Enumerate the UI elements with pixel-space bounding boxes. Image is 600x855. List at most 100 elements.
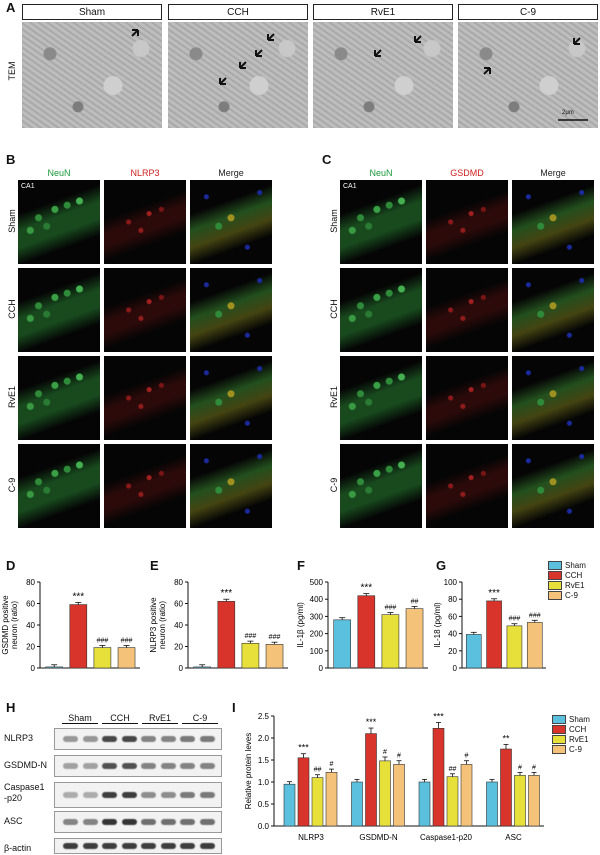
western-blot-strip bbox=[54, 755, 222, 777]
western-row-label: β-actin bbox=[4, 843, 32, 853]
panel-label-i: I bbox=[232, 700, 236, 715]
significance-label: # bbox=[532, 764, 536, 771]
significance-label: *** bbox=[488, 588, 500, 599]
y-tick-label: 0.0 bbox=[258, 822, 270, 831]
fluo-c-image-c9-red bbox=[426, 444, 508, 528]
bar-CCH bbox=[357, 595, 376, 669]
western-band bbox=[102, 792, 117, 798]
western-band bbox=[180, 819, 195, 825]
y-axis-label: Relative protein leves bbox=[244, 733, 253, 809]
significance-label: ### bbox=[121, 637, 133, 644]
western-row-label: Caspase1 -p20 bbox=[4, 782, 45, 803]
western-blot-strip bbox=[54, 782, 222, 808]
fluo-b-image-sham-red bbox=[104, 180, 186, 264]
chart-i: 0.0 0.5 1.0 1.5 2.0 2.5 Relative protein leves… bbox=[244, 711, 544, 842]
tem-row-label: TEM bbox=[7, 61, 17, 81]
western-band bbox=[82, 843, 98, 849]
western-band bbox=[121, 736, 137, 742]
fluo-c-image-c9-green bbox=[340, 444, 422, 528]
y-axis-label: IL-1β (pg/ml) bbox=[296, 602, 305, 648]
significance-label: ** bbox=[502, 733, 510, 743]
legend-label: Sham bbox=[569, 714, 590, 724]
fluo-b-image-cch-red bbox=[104, 268, 186, 352]
fluo-b-image-cch-merge bbox=[190, 268, 272, 352]
y-tick-label: 300 bbox=[310, 612, 324, 621]
tem-image-cch bbox=[168, 22, 308, 128]
legend-item-c-9: C-9 bbox=[548, 590, 600, 600]
panel-label-b: B bbox=[6, 152, 16, 167]
y-axis-label: IL-18 (pg/ml) bbox=[433, 602, 442, 648]
fluo-b-image-sham-merge bbox=[190, 180, 272, 264]
y-tick-label: 0 bbox=[453, 664, 458, 673]
tem-arrow-icon bbox=[374, 35, 422, 57]
y-tick-label: 0.5 bbox=[258, 800, 270, 809]
legend-swatch bbox=[548, 580, 562, 590]
western-band bbox=[199, 819, 215, 825]
fluo-c-image-rve1-green bbox=[340, 356, 422, 440]
western-band bbox=[160, 843, 176, 849]
tem-header-cch: CCH bbox=[168, 4, 308, 20]
bar-CCH bbox=[217, 601, 236, 669]
western-blot-strip bbox=[54, 728, 222, 750]
fluo-c-row-label-rve1: RvE1 bbox=[329, 386, 339, 409]
legend-item-c-9: C-9 bbox=[552, 744, 600, 754]
western-band bbox=[82, 736, 98, 742]
fluo-b-image-rve1-red bbox=[104, 356, 186, 440]
legend-item-cch: CCH bbox=[552, 724, 600, 734]
fluo-c-image-cch-green bbox=[340, 268, 422, 352]
legend-label: Sham bbox=[565, 560, 586, 570]
fluo-b-row-label-rve1: RvE1 bbox=[7, 386, 17, 409]
x-tick-label: NLRP3 bbox=[298, 833, 324, 842]
y-tick-label: 20 bbox=[174, 643, 183, 652]
significance-label: ### bbox=[385, 605, 397, 612]
tem-header-sham: Sham bbox=[22, 4, 162, 20]
fluo-c-header-gsdmd: GSDMD bbox=[450, 168, 484, 178]
bar-NLRP3-C-9 bbox=[325, 772, 338, 827]
western-blot-strip bbox=[54, 838, 222, 854]
fluo-b-image-c9-green bbox=[18, 444, 100, 528]
legend-item-sham: Sham bbox=[552, 714, 600, 724]
y-tick-label: 60 bbox=[26, 600, 35, 609]
y-tick-label: 2.5 bbox=[258, 712, 270, 721]
bar-GSDMD-N-CCH bbox=[365, 733, 377, 827]
significance-label: ### bbox=[529, 612, 541, 619]
bar-CCH bbox=[69, 604, 88, 669]
western-band bbox=[63, 763, 78, 769]
y-axis-label: NLRP3 positiveneuron (ratio) bbox=[149, 597, 167, 653]
western-band bbox=[121, 843, 137, 849]
western-band bbox=[121, 763, 137, 769]
fluo-b-header-nlrp3: NLRP3 bbox=[130, 168, 160, 178]
bar-ASC-Sham bbox=[486, 781, 498, 827]
y-tick-label: 1.0 bbox=[258, 778, 270, 787]
legend-swatch bbox=[552, 734, 566, 744]
scale-text: 2μm bbox=[562, 110, 574, 116]
tem-image-c9: 2μm bbox=[458, 22, 598, 128]
bar-ASC-C-9 bbox=[528, 775, 540, 827]
region-label: CA1 bbox=[343, 183, 357, 190]
significance-label: # bbox=[518, 764, 522, 771]
western-row-label: GSDMD-N bbox=[4, 760, 47, 770]
legend-label: C-9 bbox=[569, 744, 582, 754]
y-tick-label: 40 bbox=[174, 621, 183, 630]
panel-label-f: F bbox=[297, 558, 305, 573]
bar-Caspase1-p20-C-9 bbox=[460, 764, 473, 827]
y-tick-label: 80 bbox=[26, 578, 35, 587]
y-tick-label: 60 bbox=[174, 600, 183, 609]
panel-label-e: E bbox=[150, 558, 159, 573]
fluo-b-image-rve1-merge bbox=[190, 356, 272, 440]
y-tick-label: 20 bbox=[448, 647, 457, 656]
western-band bbox=[199, 792, 215, 798]
western-band bbox=[63, 792, 78, 798]
fluo-c-row-label-sham: Sham bbox=[329, 209, 339, 233]
bar-RvE1 bbox=[381, 614, 400, 669]
significance-label: # bbox=[383, 749, 387, 756]
western-band bbox=[199, 763, 215, 769]
tem-image-sham bbox=[22, 22, 162, 128]
western-band bbox=[63, 736, 78, 742]
western-band bbox=[82, 792, 98, 798]
panel-label-a: A bbox=[6, 0, 16, 15]
y-tick-label: 100 bbox=[444, 578, 458, 587]
bar-GSDMD-N-C-9 bbox=[393, 764, 405, 827]
western-band bbox=[199, 736, 215, 742]
legend-item-rve1: RvE1 bbox=[548, 580, 600, 590]
